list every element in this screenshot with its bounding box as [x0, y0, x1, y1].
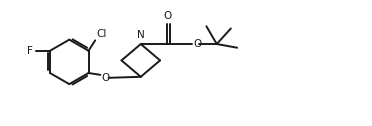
Text: O: O [163, 11, 171, 21]
Text: Cl: Cl [96, 29, 107, 39]
Text: O: O [193, 39, 201, 49]
Text: F: F [28, 46, 33, 56]
Text: N: N [137, 30, 145, 40]
Text: O: O [101, 73, 109, 83]
